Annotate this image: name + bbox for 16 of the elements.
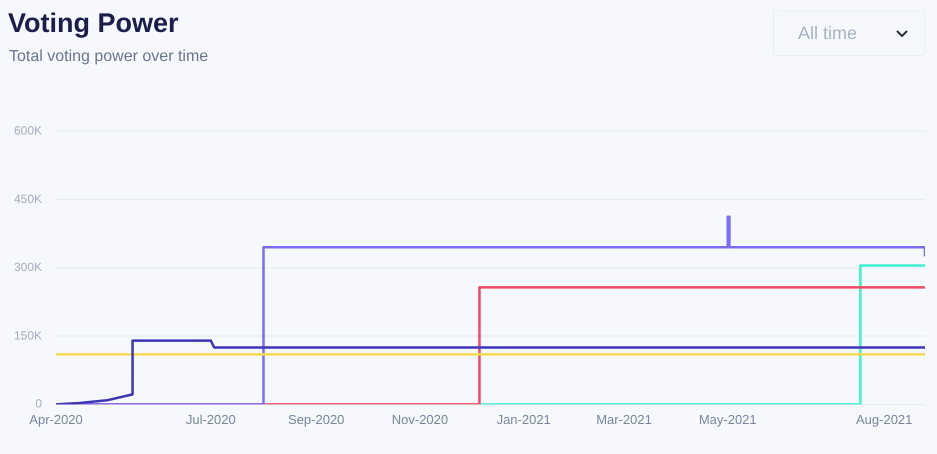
x-tick-label: Sep-2020 [288, 412, 344, 427]
x-tick-label: Mar-2021 [596, 412, 652, 427]
text: All time [798, 22, 858, 44]
y-tick-label: 150K [14, 328, 42, 342]
y-tick-label: 0 [35, 396, 42, 411]
y-tick-label: 450K [14, 192, 42, 206]
x-tick-label: May-2021 [698, 412, 757, 427]
chart-subtitle: Total voting power over time [9, 48, 208, 66]
x-tick-label: Aug-2021 [856, 412, 912, 427]
y-tick-label: 300K [14, 260, 42, 274]
chart-title: Voting Power [8, 8, 179, 39]
y-tick-label: 600K [14, 124, 42, 138]
x-tick-label: Jul-2020 [186, 412, 236, 427]
x-tick-label: Jan-2021 [496, 412, 551, 427]
x-tick-label: Apr-2020 [29, 412, 83, 427]
x-tick-label: Nov-2020 [392, 412, 448, 427]
